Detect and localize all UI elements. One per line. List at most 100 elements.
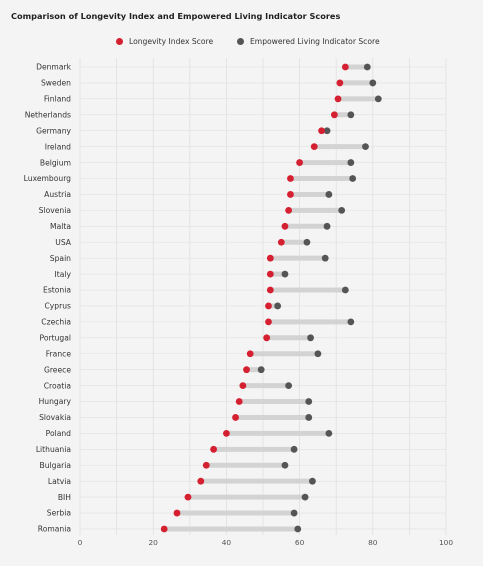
empowered-living-point <box>363 63 371 71</box>
empowered-living-point <box>314 350 322 358</box>
category-label: Slovakia <box>39 413 71 422</box>
x-tick-label: 80 <box>368 538 378 547</box>
empowered-living-point <box>323 222 331 230</box>
category-label: Greece <box>44 365 71 374</box>
category-label: Denmark <box>36 63 72 72</box>
category-label: Czechia <box>41 318 71 327</box>
category-label: Spain <box>50 254 71 263</box>
category-label: Italy <box>55 270 72 279</box>
empowered-living-point <box>257 366 265 374</box>
legend-marker-empowered <box>237 38 244 45</box>
empowered-living-point <box>325 429 333 437</box>
longevity-index-point <box>202 461 210 469</box>
longevity-index-point <box>265 318 272 326</box>
empowered-living-point <box>341 286 349 294</box>
legend-item-empowered: Empowered Living Indicator Score <box>237 37 380 46</box>
empowered-living-point <box>303 238 311 246</box>
longevity-index-point <box>246 350 254 358</box>
empowered-living-point <box>347 111 355 119</box>
category-label: Germany <box>36 126 71 135</box>
category-label: Cyprus <box>44 302 71 311</box>
empowered-living-point <box>309 477 316 485</box>
longevity-index-point <box>341 63 349 71</box>
empowered-living-point <box>301 493 309 501</box>
longevity-index-point <box>334 95 342 103</box>
empowered-living-point <box>321 254 329 262</box>
longevity-index-point <box>296 159 303 166</box>
longevity-index-point <box>285 206 293 214</box>
empowered-living-point <box>285 382 293 389</box>
empowered-living-point <box>305 398 313 405</box>
legend-label-empowered: Empowered Living Indicator Score <box>250 37 380 46</box>
empowered-living-point <box>347 159 355 166</box>
chart-legend: Longevity Index Score Empowered Living I… <box>0 37 483 51</box>
longevity-index-point <box>287 175 294 182</box>
longevity-index-point <box>210 445 217 453</box>
longevity-index-point <box>232 414 239 421</box>
longevity-index-point <box>223 429 230 437</box>
category-label: France <box>46 349 72 358</box>
category-label: Austria <box>44 190 71 199</box>
category-label: Poland <box>46 429 72 438</box>
empowered-living-point <box>274 302 282 310</box>
chart-title: Comparison of Longevity Index and Empowe… <box>11 11 341 21</box>
empowered-living-point <box>281 461 289 469</box>
empowered-living-point <box>305 414 313 421</box>
longevity-index-point <box>265 302 272 310</box>
category-label: Romania <box>38 525 71 534</box>
category-label: Slovenia <box>39 206 71 215</box>
category-label: Malta <box>50 222 71 231</box>
longevity-index-point <box>330 111 338 119</box>
longevity-index-point <box>239 382 247 389</box>
empowered-living-point <box>281 270 289 278</box>
empowered-living-point <box>307 334 314 342</box>
legend-item-longevity: Longevity Index Score <box>116 37 213 46</box>
longevity-index-point <box>263 334 271 342</box>
longevity-index-point <box>197 477 205 485</box>
empowered-living-point <box>294 525 302 533</box>
empowered-living-point <box>369 79 377 87</box>
longevity-index-point <box>281 222 289 230</box>
category-label: Belgium <box>40 158 71 167</box>
category-label: Hungary <box>39 397 72 406</box>
longevity-index-point <box>266 286 274 294</box>
longevity-index-point <box>173 509 181 517</box>
category-label: Lithuania <box>36 445 71 454</box>
category-label: Portugal <box>40 334 71 343</box>
legend-label-longevity: Longevity Index Score <box>129 37 214 46</box>
longevity-index-point <box>243 366 250 374</box>
empowered-living-point <box>374 95 382 103</box>
legend-marker-longevity <box>116 38 123 45</box>
longevity-index-point <box>184 493 192 501</box>
longevity-index-point <box>336 79 344 87</box>
longevity-index-point <box>160 525 168 533</box>
x-tick-label: 20 <box>148 538 158 547</box>
category-label: Ireland <box>45 142 71 151</box>
longevity-index-point <box>287 191 294 198</box>
longevity-index-point <box>310 143 318 151</box>
category-label: BIH <box>58 493 71 502</box>
empowered-living-point <box>323 127 331 135</box>
category-label: Estonia <box>43 286 71 295</box>
category-label: Latvia <box>48 477 71 486</box>
empowered-living-point <box>347 318 355 326</box>
x-tick-label: 60 <box>295 538 305 547</box>
category-label: Luxembourg <box>24 174 72 183</box>
empowered-living-point <box>362 143 369 151</box>
category-label: Netherlands <box>25 110 71 119</box>
empowered-living-point <box>349 175 357 182</box>
category-label: USA <box>55 238 72 247</box>
empowered-living-point <box>290 445 298 453</box>
empowered-living-point <box>338 206 346 214</box>
x-tick-label: 40 <box>222 538 232 547</box>
category-label: Finland <box>44 95 71 104</box>
x-tick-label: 0 <box>78 538 83 547</box>
category-label: Sweden <box>41 79 71 88</box>
longevity-index-point <box>266 270 274 278</box>
empowered-living-point <box>290 509 298 517</box>
longevity-index-point <box>266 254 274 262</box>
empowered-living-point <box>325 191 333 198</box>
longevity-index-point <box>318 127 325 135</box>
x-tick-label: 100 <box>439 538 453 547</box>
